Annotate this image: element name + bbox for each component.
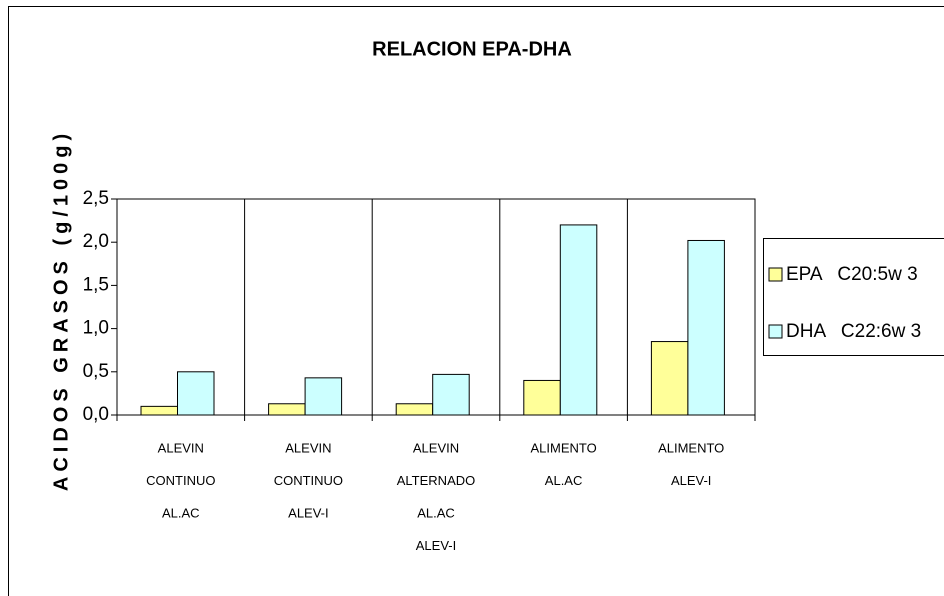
chart-title: RELACION EPA-DHA bbox=[372, 38, 572, 60]
x-tick-label: AL.AC bbox=[545, 473, 583, 488]
bar bbox=[432, 373, 470, 416]
x-tick-label: ALIMENTO bbox=[658, 440, 724, 455]
x-tick-label: ALEV-I bbox=[288, 505, 328, 520]
x-tick-label: CONTINUO bbox=[146, 473, 215, 488]
x-tick-label: CONTINUO bbox=[274, 473, 343, 488]
bar bbox=[140, 405, 178, 416]
x-tick-label: ALEVIN bbox=[413, 440, 459, 455]
legend-swatch bbox=[768, 324, 783, 339]
y-tick-label: 0,0 bbox=[83, 404, 109, 425]
legend-box bbox=[763, 238, 944, 356]
legend-swatch bbox=[768, 267, 783, 282]
legend-label: EPA C20:5w 3 bbox=[786, 264, 918, 285]
bar bbox=[268, 403, 306, 416]
y-axis-label: ACIDOS GRASOS (g/100g) bbox=[50, 129, 72, 491]
x-tick-label: ALEV-I bbox=[671, 473, 711, 488]
x-tick-label: ALEVIN bbox=[285, 440, 331, 455]
y-tick-label: 1,5 bbox=[83, 274, 109, 295]
x-tick-label: ALEVIN bbox=[158, 440, 204, 455]
bar bbox=[650, 341, 689, 416]
y-tick-label: 1,0 bbox=[83, 318, 109, 339]
bar bbox=[395, 403, 434, 416]
x-tick-label: AL.AC bbox=[162, 505, 200, 520]
bar bbox=[304, 377, 343, 416]
x-tick-label: ALEV-I bbox=[416, 538, 456, 553]
legend-label: DHA C22:6w 3 bbox=[786, 321, 921, 342]
x-tick-label: AL.AC bbox=[417, 505, 455, 520]
y-tick-label: 0,5 bbox=[83, 361, 109, 382]
x-tick-label: ALTERNADO bbox=[397, 473, 476, 488]
x-tick-label: ALIMENTO bbox=[530, 440, 596, 455]
bar bbox=[523, 379, 561, 416]
bar bbox=[177, 371, 215, 416]
y-tick-label: 2,5 bbox=[83, 188, 109, 209]
bar bbox=[687, 239, 725, 416]
bar bbox=[559, 224, 598, 416]
y-tick-label: 2,0 bbox=[83, 231, 109, 252]
